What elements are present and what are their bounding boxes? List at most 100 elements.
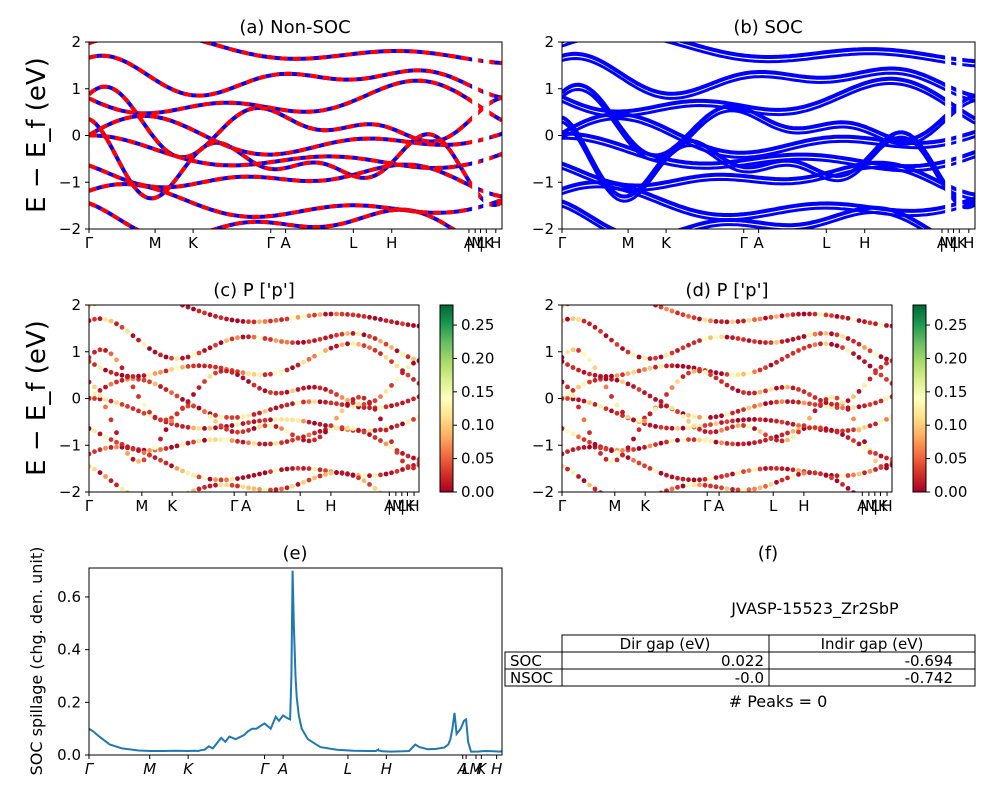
band-point-d — [625, 381, 631, 387]
band-point-d — [840, 428, 845, 434]
band-point-c — [367, 428, 372, 434]
band-point-d — [614, 342, 620, 347]
band-point-c — [207, 437, 213, 443]
band-point-c — [350, 331, 356, 336]
band-line-a — [89, 182, 502, 219]
band-point-c — [169, 390, 174, 396]
band-point-d — [609, 408, 614, 414]
band-point-d — [730, 372, 735, 378]
band-line-b — [562, 51, 975, 98]
band-point-c — [108, 445, 114, 450]
band-point-c — [174, 411, 180, 417]
band-point-c — [136, 408, 141, 414]
band-point-d — [702, 415, 708, 420]
band-point-c — [180, 397, 185, 402]
band-point-c — [262, 372, 268, 378]
band-point-c — [372, 435, 378, 440]
band-point-c — [191, 352, 196, 358]
band-point-d — [614, 373, 620, 378]
band-point-d — [768, 314, 774, 320]
band-point-c — [361, 343, 367, 348]
band-point-d — [790, 385, 796, 391]
band-point-d — [653, 355, 658, 361]
band-point-d — [834, 343, 840, 348]
ylabel-panel-c: E − E_f (eV) — [22, 320, 52, 476]
band-point-d — [757, 439, 763, 444]
band-point-c — [147, 448, 152, 453]
panel-c-projected-bands: 210−1−2Γ M K Γ A L H A|ML|KH — [59, 295, 420, 515]
band-point-c — [108, 478, 114, 484]
band-point-d — [889, 358, 892, 364]
band-point-d — [790, 428, 796, 434]
band-point-d — [873, 421, 878, 427]
band-point-d — [570, 347, 576, 353]
band-point-d — [862, 359, 867, 364]
band-point-d — [724, 334, 730, 340]
band-point-c — [367, 345, 372, 350]
band-point-d — [730, 487, 735, 492]
band-point-c — [169, 355, 174, 361]
band-point-c — [378, 472, 383, 478]
band-point-d — [785, 475, 790, 481]
band-point-c — [290, 340, 295, 345]
band-point-c — [317, 399, 323, 405]
band-point-c — [114, 295, 119, 300]
ytick-label-d: 1 — [544, 343, 554, 361]
band-point-c — [262, 336, 268, 341]
band-point-c — [334, 343, 339, 349]
band-point-c — [224, 338, 229, 343]
band-point-d — [785, 338, 790, 343]
band-point-d — [642, 367, 647, 372]
band-line-a — [89, 42, 502, 65]
band-point-c — [317, 312, 323, 317]
band-point-c — [251, 472, 257, 478]
band-point-c — [229, 482, 235, 488]
band-point-d — [840, 405, 845, 411]
band-point-c — [416, 462, 419, 468]
band-point-c — [152, 455, 158, 460]
ytick-label-c: −1 — [59, 436, 81, 454]
band-point-d — [719, 319, 724, 325]
band-point-c — [92, 362, 97, 367]
ytick-label-d: −1 — [532, 436, 554, 454]
band-point-d — [598, 293, 603, 298]
band-point-c — [400, 370, 405, 376]
band-point-d — [592, 402, 598, 407]
xtick-label-e: L — [344, 760, 352, 778]
band-point-d — [680, 374, 686, 379]
band-point-c — [213, 477, 218, 483]
band-point-c — [141, 342, 147, 347]
band-point-c — [295, 400, 301, 406]
band-point-d — [779, 438, 785, 444]
band-point-c — [290, 483, 295, 489]
band-point-d — [851, 338, 856, 344]
ytick-label-c: 0 — [71, 390, 81, 408]
band-point-c — [218, 477, 224, 483]
band-point-d — [862, 439, 867, 445]
band-point-d — [818, 398, 823, 403]
band-point-d — [774, 359, 779, 365]
band-point-c — [92, 316, 97, 322]
band-point-c — [345, 331, 350, 336]
band-point-c — [218, 414, 224, 419]
band-point-d — [620, 379, 625, 385]
colorbar-panel-c: 0.25 0.20 0.15 0.10 0.05 0.00 — [439, 304, 494, 501]
band-point-d — [884, 465, 889, 471]
band-point-c — [141, 402, 147, 408]
band-point-d — [873, 400, 878, 406]
band-point-c — [174, 365, 180, 371]
band-point-c — [312, 475, 317, 481]
band-point-d — [873, 351, 878, 357]
band-point-d — [746, 468, 752, 473]
band-point-d — [576, 404, 581, 410]
band-point-d — [779, 432, 785, 438]
band-point-c — [163, 427, 169, 433]
band-point-c — [89, 318, 92, 324]
band-point-c — [273, 390, 279, 396]
band-point-d — [889, 462, 892, 468]
band-point-d — [562, 463, 565, 469]
band-point-d — [735, 417, 741, 423]
band-point-d — [763, 315, 768, 321]
band-point-d — [625, 371, 631, 376]
band-point-d — [664, 363, 669, 369]
